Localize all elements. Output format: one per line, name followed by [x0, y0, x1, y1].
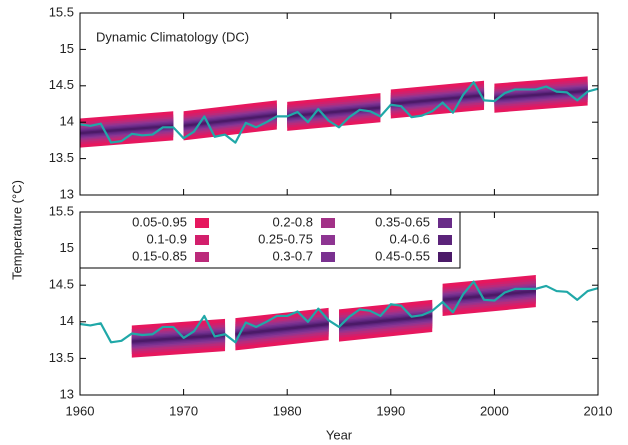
- quantile-band: [442, 289, 536, 302]
- legend-swatch: [195, 252, 209, 262]
- y-tick-label: 13: [60, 186, 74, 201]
- y-tick-label: 14.5: [49, 277, 74, 292]
- y-tick-label: 15.5: [49, 4, 74, 19]
- legend-label: 0.4-0.6: [390, 231, 430, 246]
- plot: [80, 274, 598, 358]
- legend-swatch: [321, 218, 335, 228]
- quantile-band: [235, 322, 329, 336]
- legend-label: 0.1-0.9: [147, 231, 187, 246]
- observed-line: [80, 280, 598, 344]
- legend-label: 0.3-0.7: [273, 248, 313, 263]
- legend-box: [79, 211, 461, 269]
- plot-frame: [79, 12, 599, 196]
- legend-label: 0.45-0.55: [375, 248, 430, 263]
- observed-line: [80, 81, 598, 144]
- x-tick-label: 1990: [376, 403, 405, 418]
- legend-swatch: [438, 235, 452, 245]
- legend-label: 0.2-0.8: [273, 214, 313, 229]
- legend-swatch: [438, 218, 452, 228]
- x-tick-label: 1960: [66, 403, 95, 418]
- y-tick-label: 14.5: [49, 77, 74, 92]
- y-tick-label: 13: [60, 386, 74, 401]
- legend-swatch: [195, 218, 209, 228]
- y-tick-label: 13.5: [49, 350, 74, 365]
- legend-swatch: [438, 252, 452, 262]
- legend-label: 0.05-0.95: [132, 214, 187, 229]
- x-tick-label: 1980: [273, 403, 302, 418]
- legend-swatch: [195, 235, 209, 245]
- y-axis-label: Temperature (°C): [9, 180, 24, 280]
- legend: 0.05-0.95 0.1-0.9 0.15-0.85 0.2-0.8 0.25-0.7…: [79, 211, 461, 269]
- quantile-band: [287, 106, 381, 118]
- y-tick-label: 14: [60, 114, 74, 129]
- y-tick-label: 15: [60, 240, 74, 255]
- chart-title: Dynamic Climatology (DC): [96, 29, 249, 44]
- legend-label: 0.35-0.65: [375, 214, 430, 229]
- quantile-band: [131, 333, 226, 343]
- quantile-band: [339, 314, 433, 327]
- quantile-band: [80, 124, 174, 135]
- legend-swatch: [321, 252, 335, 262]
- y-tick-label: 15.5: [49, 203, 74, 218]
- plot: [80, 76, 598, 148]
- legend-swatch: [321, 235, 335, 245]
- y-tick-label: 15: [60, 41, 74, 56]
- legend-label: 0.25-0.75: [258, 231, 313, 246]
- x-tick-label: 2010: [584, 403, 613, 418]
- y-tick-label: 13.5: [49, 150, 74, 165]
- legend-label: 0.15-0.85: [132, 248, 187, 263]
- x-tick-label: 1970: [169, 403, 198, 418]
- x-tick-label: 2000: [480, 403, 509, 418]
- y-tick-label: 14: [60, 313, 74, 328]
- x-axis-label: Year: [326, 427, 353, 442]
